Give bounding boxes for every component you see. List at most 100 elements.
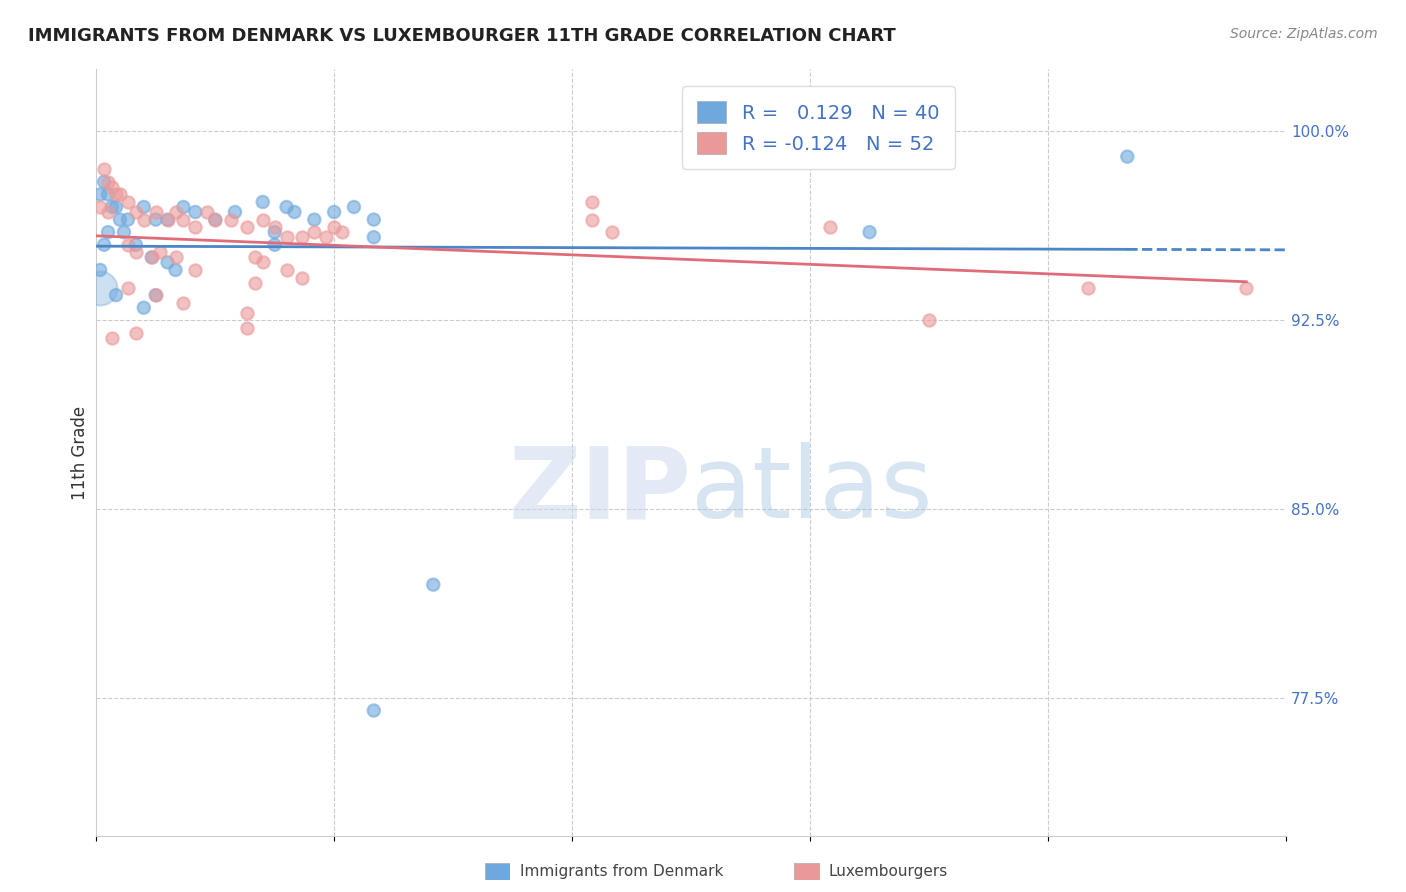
Point bbox=[156, 212, 179, 227]
Point bbox=[172, 212, 194, 227]
Legend: R =   0.129   N = 40, R = -0.124   N = 52: R = 0.129 N = 40, R = -0.124 N = 52 bbox=[682, 86, 955, 169]
Point bbox=[323, 205, 346, 219]
Point bbox=[184, 263, 207, 277]
Point bbox=[184, 205, 207, 219]
Text: atlas: atlas bbox=[692, 442, 932, 540]
Point bbox=[422, 577, 444, 591]
Point bbox=[141, 251, 163, 265]
Point bbox=[117, 212, 139, 227]
Point bbox=[89, 280, 111, 294]
Point bbox=[117, 237, 139, 252]
Point bbox=[125, 245, 148, 260]
Point bbox=[108, 212, 131, 227]
Point bbox=[291, 230, 314, 244]
Point bbox=[117, 280, 139, 294]
Point bbox=[97, 225, 120, 239]
Point bbox=[195, 205, 218, 219]
Point bbox=[243, 276, 266, 290]
Point bbox=[236, 306, 259, 320]
Point bbox=[89, 200, 111, 214]
Point bbox=[581, 212, 603, 227]
Point bbox=[93, 175, 115, 189]
Point bbox=[276, 263, 298, 277]
Text: IMMIGRANTS FROM DENMARK VS LUXEMBOURGER 11TH GRADE CORRELATION CHART: IMMIGRANTS FROM DENMARK VS LUXEMBOURGER … bbox=[28, 27, 896, 45]
Point bbox=[101, 331, 124, 345]
Point bbox=[204, 212, 226, 227]
Point bbox=[263, 220, 285, 235]
Point bbox=[315, 230, 337, 244]
Point bbox=[291, 270, 314, 285]
Point bbox=[105, 288, 128, 302]
Point bbox=[172, 200, 194, 214]
Point bbox=[343, 200, 366, 214]
Point bbox=[1077, 280, 1099, 294]
Point bbox=[93, 237, 115, 252]
Point bbox=[141, 251, 163, 265]
Point bbox=[276, 230, 298, 244]
Text: Luxembourgers: Luxembourgers bbox=[828, 864, 948, 879]
Point bbox=[165, 205, 187, 219]
Point bbox=[145, 212, 167, 227]
Point bbox=[600, 225, 623, 239]
Point bbox=[156, 255, 179, 269]
Point bbox=[89, 187, 111, 202]
Point bbox=[97, 187, 120, 202]
Point bbox=[101, 200, 124, 214]
Point bbox=[236, 220, 259, 235]
Point bbox=[263, 225, 285, 239]
Point bbox=[276, 200, 298, 214]
Point bbox=[172, 295, 194, 310]
Point bbox=[304, 212, 326, 227]
Point bbox=[108, 187, 131, 202]
Text: ZIP: ZIP bbox=[508, 442, 692, 540]
Y-axis label: 11th Grade: 11th Grade bbox=[72, 406, 89, 500]
Point bbox=[363, 212, 385, 227]
Point bbox=[125, 326, 148, 340]
Point bbox=[252, 194, 274, 209]
Point bbox=[363, 230, 385, 244]
Point bbox=[105, 200, 128, 214]
Point bbox=[145, 288, 167, 302]
Point bbox=[263, 237, 285, 252]
Point bbox=[165, 263, 187, 277]
Point bbox=[132, 212, 155, 227]
Point bbox=[93, 162, 115, 177]
Point bbox=[252, 212, 274, 227]
Point bbox=[145, 288, 167, 302]
Point bbox=[145, 205, 167, 219]
Point bbox=[125, 237, 148, 252]
Point bbox=[363, 704, 385, 718]
Point bbox=[252, 255, 274, 269]
Point bbox=[224, 205, 246, 219]
Point bbox=[132, 301, 155, 315]
Point bbox=[165, 251, 187, 265]
Point bbox=[918, 313, 941, 327]
Point bbox=[125, 205, 148, 219]
Point bbox=[283, 205, 305, 219]
Point bbox=[1116, 150, 1139, 164]
Point bbox=[323, 220, 346, 235]
Point bbox=[101, 179, 124, 194]
Point bbox=[89, 263, 111, 277]
Point bbox=[156, 212, 179, 227]
Point bbox=[818, 220, 841, 235]
Point bbox=[204, 212, 226, 227]
Point bbox=[117, 194, 139, 209]
Text: Immigrants from Denmark: Immigrants from Denmark bbox=[520, 864, 724, 879]
Point bbox=[243, 251, 266, 265]
Point bbox=[581, 194, 603, 209]
Point bbox=[97, 175, 120, 189]
Point bbox=[149, 245, 172, 260]
Point bbox=[112, 225, 135, 239]
Point bbox=[330, 225, 353, 239]
Point bbox=[97, 205, 120, 219]
Point bbox=[304, 225, 326, 239]
Point bbox=[132, 200, 155, 214]
Point bbox=[184, 220, 207, 235]
Point bbox=[740, 150, 762, 164]
Point bbox=[236, 321, 259, 335]
Point bbox=[105, 187, 128, 202]
Point bbox=[1234, 280, 1257, 294]
Point bbox=[219, 212, 242, 227]
Text: Source: ZipAtlas.com: Source: ZipAtlas.com bbox=[1230, 27, 1378, 41]
